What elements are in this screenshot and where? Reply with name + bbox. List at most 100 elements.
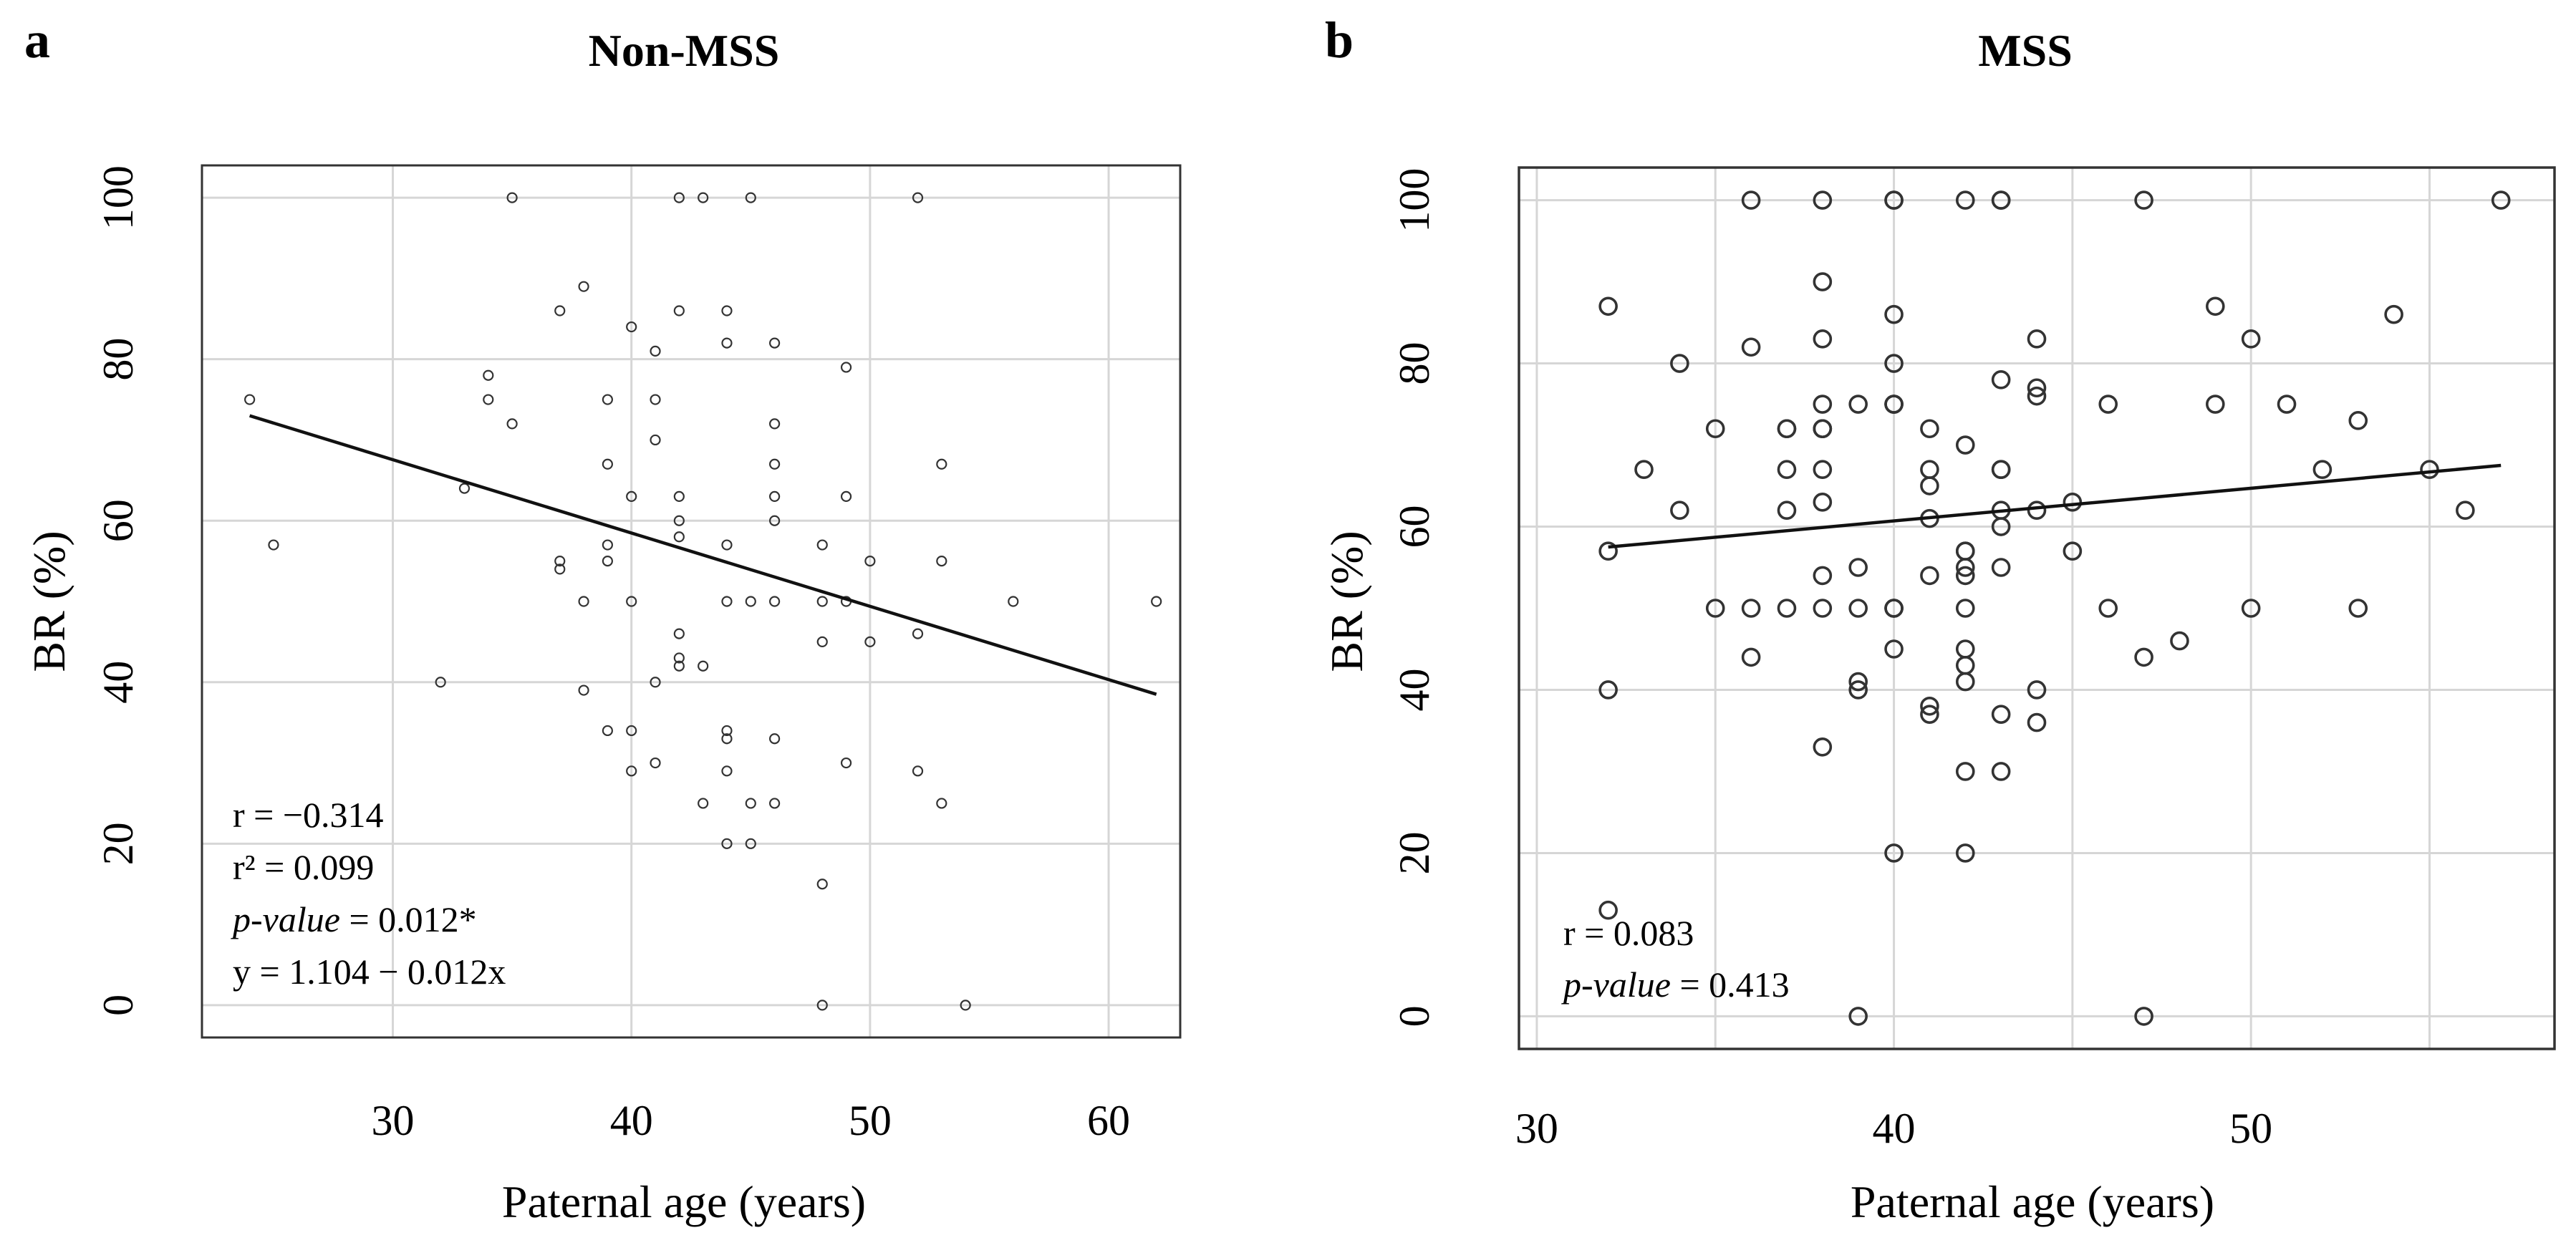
- panel-b-point: [2134, 647, 2153, 667]
- panel-a-point: [483, 394, 494, 405]
- panel-b-point: [1955, 672, 1975, 692]
- panel-b-point: [1955, 435, 1975, 455]
- panel-b-point: [1741, 190, 1761, 210]
- panel-b-point: [1777, 419, 1797, 439]
- panel-a-x-tick-label: 50: [849, 1097, 892, 1144]
- panel-a-point: [816, 636, 828, 647]
- panel-a-point: [483, 369, 494, 381]
- panel-b-point: [1813, 599, 1833, 618]
- panel-a-point: [626, 765, 637, 777]
- panel-b-point: [1741, 599, 1761, 618]
- panel-a-point: [769, 596, 781, 607]
- panel-b-point: [1920, 476, 1939, 495]
- panel-a-point: [721, 838, 733, 849]
- panel-b-point: [2241, 329, 2261, 349]
- panel-b-point: [1955, 599, 1975, 618]
- panel-a-point: [1008, 596, 1019, 607]
- panel-b-point: [2241, 599, 2261, 618]
- panel-b-point: [1848, 395, 1868, 414]
- panel-b-point: [2098, 599, 2118, 618]
- panel-b-x-tick-label: 30: [1515, 1105, 1558, 1152]
- panel-b-point: [1920, 566, 1939, 586]
- panel-b-point: [2420, 460, 2439, 480]
- panel-b-point: [1741, 647, 1761, 667]
- panel-a-point: [698, 192, 709, 203]
- panel-a-point: [769, 733, 781, 745]
- panel-a-point: [673, 192, 685, 203]
- panel-b-point: [1670, 500, 1689, 521]
- panel-a-point: [960, 1000, 971, 1011]
- panel-a-point: [673, 652, 685, 664]
- panel-b-point: [1884, 639, 1904, 659]
- panel-b-point: [1705, 419, 1725, 439]
- panel-a-point: [626, 596, 637, 607]
- panel-a-point: [769, 798, 781, 809]
- panel-b-point: [2170, 631, 2189, 651]
- panel-a-point: [721, 539, 733, 551]
- panel-a-point: [912, 765, 924, 777]
- panel-b-point: [1955, 762, 1975, 781]
- panel-a-point: [745, 192, 756, 203]
- panel-a-point: [721, 596, 733, 607]
- panel-b-point: [2206, 296, 2225, 316]
- panel-a-point: [602, 458, 613, 470]
- panel-b-point: [1777, 599, 1797, 618]
- panel-b-point: [1920, 419, 1939, 439]
- panel-a-point: [673, 490, 685, 502]
- panel-a-point: [650, 345, 661, 357]
- panel-a-point: [673, 305, 685, 316]
- panel-b-points: [1598, 190, 2511, 1026]
- panel-b-point: [1884, 354, 1904, 373]
- panel-b-grid: [1519, 168, 2555, 1049]
- panel-b-point: [2134, 1007, 2153, 1026]
- panel-a-point: [435, 677, 446, 688]
- panel-a-point: [673, 660, 685, 672]
- panel-a-point: [840, 757, 852, 769]
- panel-a-point: [769, 490, 781, 502]
- panel-b-point: [2348, 411, 2368, 430]
- panel-b-title: MSS: [1978, 25, 2073, 76]
- panel-a-point: [745, 798, 756, 809]
- panel-b-point: [1991, 705, 2011, 724]
- panel-a-point: [650, 677, 661, 688]
- panel-b-point: [1991, 190, 2011, 210]
- panel-b-point: [1955, 843, 1975, 863]
- panel-b-x-ticks: 30 40 50: [1515, 1105, 2272, 1152]
- panel-a-point: [721, 337, 733, 349]
- panel-b-point: [1884, 395, 1904, 414]
- panel-b-point: [1777, 460, 1797, 480]
- panel-a-point: [721, 725, 733, 737]
- panel-b-point: [1848, 672, 1868, 692]
- panel-b-point: [2134, 190, 2153, 210]
- panel-a-y-tick-label: 80: [95, 338, 142, 381]
- panel-b-point: [1991, 558, 2011, 577]
- panel-a-point: [650, 434, 661, 446]
- panel-a-stat-r: r = −0.314: [233, 795, 384, 835]
- panel-a-y-tick-label: 0: [95, 995, 142, 1016]
- panel-b-point: [1634, 460, 1654, 480]
- panel-b-point: [2027, 712, 2047, 732]
- panel-a-y-tick-label: 100: [95, 165, 142, 230]
- panel-a-point: [554, 556, 566, 567]
- panel-b-point: [1670, 354, 1689, 373]
- panel-a-y-tick-label: 20: [95, 822, 142, 865]
- panel-b-point: [1598, 900, 1618, 920]
- panel-b-plot-frame: [1518, 166, 2556, 1050]
- panel-a-point: [458, 483, 471, 494]
- panel-a-x-tick-label: 40: [610, 1097, 653, 1144]
- panel-b-y-tick-label: 20: [1391, 831, 1438, 874]
- panel-a-point: [650, 394, 661, 405]
- panel-b-point: [1813, 190, 1833, 210]
- panel-b-pvalue-label: p-value: [1561, 964, 1671, 1005]
- panel-a-point: [864, 636, 876, 647]
- panel-b-point: [1884, 599, 1904, 618]
- panel-a-point: [578, 684, 589, 696]
- panel-b-point: [1848, 599, 1868, 618]
- panel-a-point: [936, 556, 947, 567]
- panel-b-point: [1848, 558, 1868, 577]
- panel-b-y-tick-label: 0: [1391, 1005, 1438, 1027]
- panel-a-stat-pvalue: p-value = 0.012*: [231, 899, 477, 939]
- panel-b-point: [1813, 566, 1833, 586]
- panel-a-point: [769, 418, 781, 430]
- panel-b-y-tick-label: 40: [1391, 668, 1438, 711]
